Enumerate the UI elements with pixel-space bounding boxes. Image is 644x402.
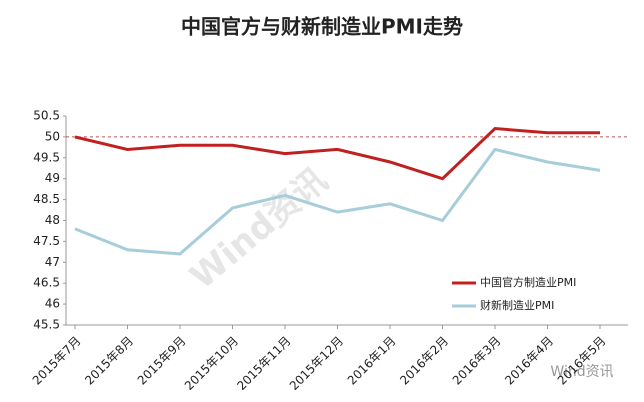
- source-watermark: Wind资讯: [550, 364, 613, 380]
- x-tick-label: 2015年12月: [287, 334, 346, 393]
- y-tick-label: 49.5: [33, 150, 60, 164]
- y-tick-label: 46.5: [33, 276, 60, 290]
- x-tick-label: 2016年2月: [397, 334, 451, 388]
- legend-label: 财新制造业PMI: [480, 298, 554, 312]
- x-tick-label: 2015年7月: [30, 334, 84, 388]
- y-tick-label: 49: [45, 171, 60, 185]
- x-tick-label: 2015年11月: [234, 334, 293, 393]
- series-line: [74, 126, 600, 181]
- x-tick-label: 2016年3月: [450, 334, 504, 388]
- y-tick-label: 47.5: [33, 234, 60, 248]
- x-tick-label: 2015年10月: [182, 334, 241, 393]
- legend-label: 中国官方制造业PMI: [480, 275, 576, 289]
- y-tick-label: 47: [45, 255, 60, 269]
- chart-title: 中国官方与财新制造业PMI走势: [181, 15, 463, 39]
- series-line: [74, 147, 601, 256]
- x-tick-label: 2016年1月: [345, 334, 399, 388]
- y-tick-label: 45.5: [33, 318, 60, 332]
- x-tick-label: 2015年8月: [82, 334, 136, 388]
- y-tick-label: 50: [45, 129, 60, 143]
- y-tick-label: 50.5: [33, 109, 60, 123]
- watermark: Wind资讯: [183, 160, 336, 297]
- x-tick-label: 2015年9月: [135, 334, 189, 388]
- y-tick-label: 46: [45, 297, 60, 311]
- y-tick-label: 48: [45, 213, 60, 227]
- x-tick-label: 2016年4月: [502, 334, 556, 388]
- y-tick-label: 48.5: [33, 192, 60, 206]
